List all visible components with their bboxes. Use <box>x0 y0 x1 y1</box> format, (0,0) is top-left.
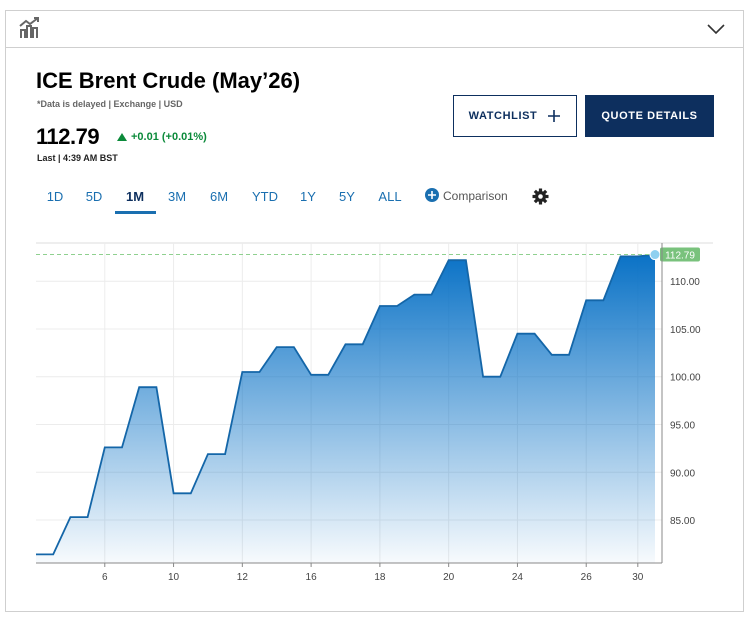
price: 112.79 <box>36 124 100 149</box>
y-tick-label: 85.00 <box>670 516 695 527</box>
range-tab[interactable]: 3M <box>167 189 187 204</box>
button-label: QUOTE DETAILS <box>601 110 698 122</box>
range-tab[interactable]: YTD <box>252 189 278 204</box>
x-tick-label: 26 <box>581 572 593 583</box>
price-chart: 85.00 90.00 95.00 100.00 105.00 110.00 6 10 12 16… <box>36 242 713 583</box>
data-note: *Data is delayed | Exchange | USD <box>37 99 183 109</box>
x-tick-label: 30 <box>632 572 644 583</box>
x-tick-label: 16 <box>306 572 318 583</box>
button-label: WATCHLIST <box>468 110 538 122</box>
x-tick-label: 18 <box>374 572 386 583</box>
watchlist-button[interactable]: WATCHLIST <box>453 95 577 137</box>
active-tab-underline <box>115 211 156 214</box>
quote-details-button[interactable]: QUOTE DETAILS <box>585 95 714 137</box>
widget-card <box>5 10 744 612</box>
settings-gear[interactable] <box>532 188 549 205</box>
y-tick-label: 105.00 <box>670 325 701 336</box>
y-tick-label: 100.00 <box>670 373 701 384</box>
last-point <box>649 249 661 261</box>
collapse-chevron[interactable] <box>706 22 726 36</box>
y-tick-label: 110.00 <box>670 277 700 288</box>
range-tab[interactable]: 5D <box>85 189 103 204</box>
comparison-icon[interactable] <box>425 188 439 202</box>
y-tick-label: 90.00 <box>670 468 695 479</box>
divider <box>6 47 743 48</box>
range-tab[interactable]: 6M <box>209 189 229 204</box>
comparison-button[interactable]: Comparison <box>443 189 508 203</box>
last-time: Last | 4:39 AM BST <box>37 153 118 163</box>
plus-icon <box>548 110 561 122</box>
price-line <box>36 253 656 556</box>
area-fill <box>36 254 655 563</box>
range-tab[interactable]: 1D <box>46 189 64 204</box>
last-price-badge <box>660 247 700 262</box>
x-tick-label: 20 <box>443 572 455 583</box>
range-tab[interactable]: 1M <box>125 189 145 204</box>
x-tick-label: 12 <box>237 572 249 583</box>
instrument-title: ICE Brent Crude (May’26) <box>36 68 301 93</box>
price-change: +0.01 (+0.01%) <box>131 131 207 143</box>
range-tab[interactable]: ALL <box>378 189 402 204</box>
last-price-label: 112.79 <box>665 251 695 262</box>
x-tick-label: 6 <box>102 572 108 583</box>
y-tick-label: 95.00 <box>670 420 695 431</box>
x-tick-label: 10 <box>168 572 180 583</box>
range-tab[interactable]: 5Y <box>339 189 355 204</box>
x-tick-label: 24 <box>512 572 524 583</box>
range-tab[interactable]: 1Y <box>300 189 316 204</box>
chart-icon[interactable] <box>18 16 44 42</box>
up-arrow <box>117 133 127 141</box>
